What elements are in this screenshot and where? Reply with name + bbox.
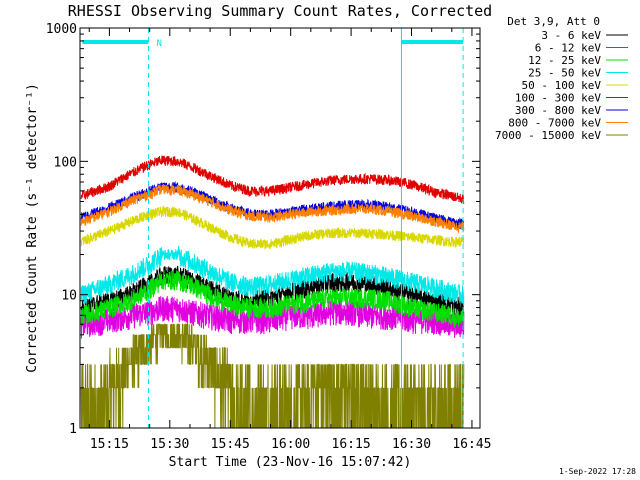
y-tick-label: 10 bbox=[61, 289, 77, 304]
y-tick-label: 100 bbox=[54, 155, 77, 170]
y-axis-ticks: 1 10 100 1000 bbox=[46, 22, 480, 437]
x-tick-label: 15:45 bbox=[211, 437, 250, 452]
x-tick-label: 15:15 bbox=[90, 437, 129, 452]
legend-label-7000-15000-kev: 7000 - 15000 keV bbox=[495, 129, 601, 142]
legend-label-12-25-kev: 12 - 25 keV bbox=[528, 54, 601, 67]
x-axis-title: Start Time (23-Nov-16 15:07:42) bbox=[169, 455, 412, 470]
x-tick-label: 15:30 bbox=[150, 437, 189, 452]
attenuator-bar-label-0: N bbox=[156, 39, 161, 49]
timestamp: 1-Sep-2022 17:28 bbox=[559, 467, 636, 476]
x-axis-ticks: 15:15 15:30 15:45 16:00 16:15 16:30 16:45 bbox=[88, 28, 492, 452]
series-line-25-50-kev bbox=[80, 245, 465, 306]
series-layer bbox=[80, 155, 465, 429]
legend-label-300-800-kev: 300 - 800 keV bbox=[515, 104, 601, 117]
series-line-3-6-kev bbox=[80, 265, 465, 318]
legend-label-25-50-kev: 25 - 50 keV bbox=[528, 67, 601, 80]
legend-header: Det 3,9, Att 0 bbox=[507, 15, 600, 28]
legend-label-3-6-kev: 3 - 6 keV bbox=[541, 29, 601, 42]
chart-title: RHESSI Observing Summary Count Rates, Co… bbox=[68, 2, 492, 20]
y-axis-title: Corrected Count Rate (s⁻¹ detector⁻¹) bbox=[25, 83, 40, 373]
series-line-12-25-kev bbox=[80, 270, 465, 328]
legend-label-50-100-kev: 50 - 100 keV bbox=[522, 79, 602, 92]
y-tick-label: 1000 bbox=[46, 22, 77, 37]
legend-label-100-300-kev: 100 - 300 keV bbox=[515, 92, 601, 105]
x-tick-label: 16:30 bbox=[392, 437, 431, 452]
legend-label-6-12-kev: 6 - 12 keV bbox=[535, 42, 602, 55]
x-tick-label: 16:00 bbox=[271, 437, 310, 452]
x-tick-label: 16:15 bbox=[332, 437, 371, 452]
plot-frame bbox=[79, 27, 481, 429]
y-tick-label: 1 bbox=[69, 422, 77, 437]
series-line-100-300-kev bbox=[80, 155, 465, 205]
x-tick-label: 16:45 bbox=[452, 437, 491, 452]
legend-label-800-7000-kev: 800 - 7000 keV bbox=[508, 117, 601, 130]
series-line-6-12-kev bbox=[80, 296, 465, 339]
series-line-50-100-kev bbox=[80, 205, 465, 250]
series-line-800-7000-kev bbox=[80, 184, 465, 234]
marker-layer: N bbox=[82, 28, 464, 428]
